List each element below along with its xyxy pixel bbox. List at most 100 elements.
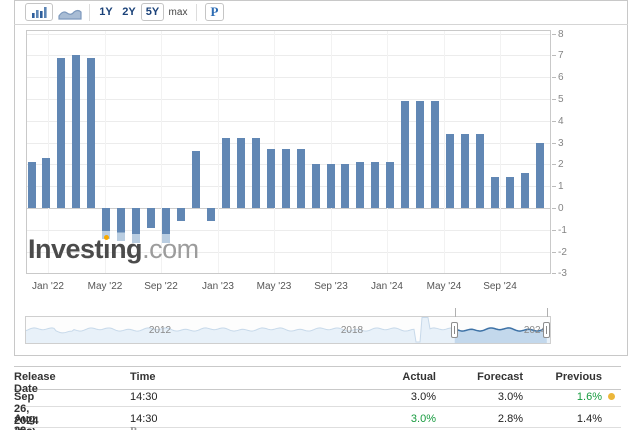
navigator-right-handle-stem	[547, 308, 548, 317]
gridline-x-5	[331, 31, 332, 274]
y-tick-2	[552, 164, 556, 165]
preliminary-flag-icon: P	[130, 425, 137, 430]
navigator-scrollbar[interactable]	[25, 316, 551, 344]
bar-6[interactable]	[117, 208, 125, 241]
handle-grip	[546, 326, 547, 334]
range-button-max[interactable]: max	[168, 6, 188, 18]
bar-29[interactable]	[461, 134, 469, 208]
y-tick-7	[552, 55, 556, 56]
bar-10[interactable]	[177, 208, 185, 221]
x-tick-label-1: May '22	[87, 281, 123, 292]
bar-25[interactable]	[401, 101, 409, 208]
watermark-accent-i: ı	[103, 234, 111, 264]
toolbar-separator	[196, 4, 197, 21]
bar-26[interactable]	[416, 101, 424, 208]
cell-actual: 3.0%	[410, 391, 436, 403]
area-chart-type-button[interactable]	[58, 4, 82, 21]
gridline-y-8	[27, 34, 551, 35]
y-tick-label-0: 0	[558, 203, 564, 214]
y-tick-label-6: 6	[558, 72, 564, 83]
table-divider-3	[14, 427, 621, 428]
gridline-y-3	[27, 143, 551, 144]
col-header-forecast: Forecast	[477, 371, 523, 383]
gridline-x-7	[444, 31, 445, 274]
orange-dot-icon	[104, 235, 110, 240]
x-tick-label-4: May '23	[256, 281, 292, 292]
bar-7[interactable]	[132, 208, 140, 243]
gridline-y-5	[27, 99, 551, 100]
bar-chart-icon	[32, 7, 47, 18]
bar-2[interactable]	[57, 58, 65, 208]
y-tick-label--1: -1	[558, 225, 567, 236]
bar-30[interactable]	[476, 134, 484, 208]
y-tick-4	[552, 121, 556, 122]
navigator-year-2012: 2012	[148, 325, 172, 336]
toolbar-separator	[89, 4, 90, 21]
bar-28[interactable]	[446, 134, 454, 208]
bar-8[interactable]	[147, 208, 155, 228]
gridline-y-4	[27, 121, 551, 122]
y-tick-6	[552, 77, 556, 78]
gridline-y--1	[27, 230, 551, 231]
navigator-left-handle[interactable]	[451, 322, 458, 338]
y-tick--2	[552, 252, 556, 253]
gridline-x-0	[48, 31, 49, 274]
bar-32[interactable]	[506, 177, 514, 208]
col-header-time: Time	[130, 371, 156, 383]
table-divider-2	[14, 406, 621, 407]
bar-34[interactable]	[536, 143, 544, 208]
bar-5[interactable]	[102, 208, 110, 239]
bar-20[interactable]	[327, 164, 335, 208]
table-divider-1	[14, 389, 621, 390]
bar-0[interactable]	[28, 162, 36, 208]
cell-release-date: Aug 29, 2024 (Q2)	[14, 413, 36, 430]
bar-chart-type-button[interactable]	[25, 3, 53, 21]
y-tick-label-7: 7	[558, 50, 564, 61]
bar-14[interactable]	[237, 138, 245, 208]
bar-23[interactable]	[371, 162, 379, 208]
gridline-x-8	[500, 31, 501, 274]
bar-33[interactable]	[521, 173, 529, 208]
bar-24[interactable]	[386, 162, 394, 208]
bar-31[interactable]	[491, 177, 499, 208]
range-button-2y[interactable]: 2Y	[122, 6, 136, 18]
bar-3[interactable]	[72, 55, 80, 208]
bar-1[interactable]	[42, 158, 50, 208]
handle-grip	[454, 326, 455, 334]
bar-27[interactable]	[431, 101, 439, 208]
y-tick-label-2: 2	[558, 159, 564, 170]
bar-22[interactable]	[356, 162, 364, 208]
bar-17[interactable]	[282, 149, 290, 208]
col-header-actual: Actual	[402, 371, 436, 383]
range-button-1y[interactable]: 1Y	[99, 6, 113, 18]
x-tick-label-7: May '24	[426, 281, 462, 292]
bar-11[interactable]	[192, 151, 200, 208]
bar-13[interactable]	[222, 138, 230, 208]
bar-19[interactable]	[312, 164, 320, 208]
plot-border	[26, 30, 551, 274]
y-tick-label-4: 4	[558, 116, 564, 127]
navigator-year-2024: 2024	[523, 325, 547, 336]
bar-12[interactable]	[207, 208, 215, 221]
cell-actual: 3.0%	[410, 413, 436, 425]
cell-forecast: 2.8%	[497, 413, 523, 425]
y-tick-5	[552, 99, 556, 100]
cell-previous: 1.6%	[576, 391, 602, 403]
bar-16[interactable]	[267, 149, 275, 208]
navigator-right-handle[interactable]	[543, 322, 550, 338]
bar-4[interactable]	[87, 58, 95, 208]
range-button-5y[interactable]: 5Y	[141, 3, 164, 21]
y-tick--3	[552, 273, 556, 274]
preliminary-filter-button[interactable]: P	[205, 3, 224, 21]
bar-15[interactable]	[252, 138, 260, 208]
gridline-x-6	[387, 31, 388, 274]
bar-9[interactable]	[162, 208, 170, 243]
bar-18[interactable]	[297, 149, 305, 208]
x-tick-label-6: Jan '24	[371, 281, 403, 292]
y-tick--1	[552, 230, 556, 231]
y-tick-3	[552, 143, 556, 144]
x-tick-label-0: Jan '22	[32, 281, 64, 292]
alert-dot-icon	[608, 393, 615, 400]
bar-21[interactable]	[341, 164, 349, 208]
cell-forecast: 3.0%	[497, 391, 523, 403]
